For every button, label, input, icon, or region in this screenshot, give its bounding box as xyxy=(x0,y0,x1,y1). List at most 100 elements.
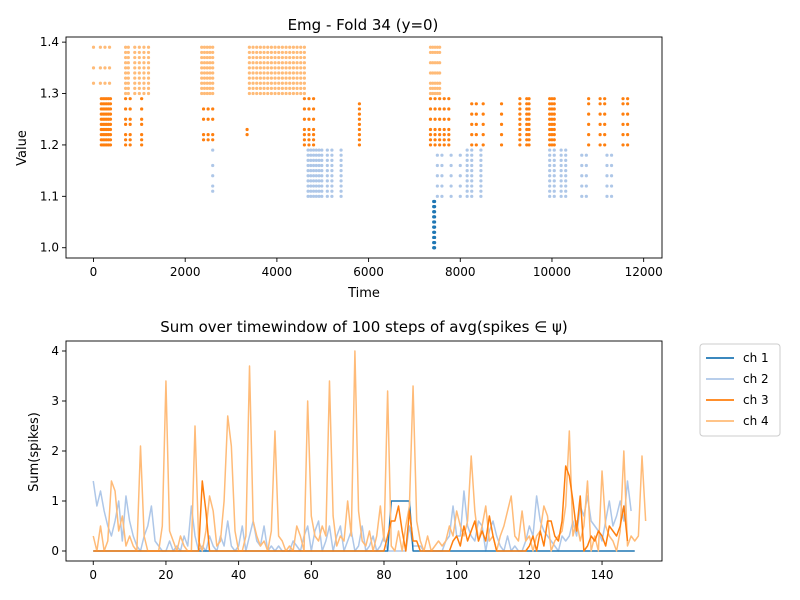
scatter-point-s4-132 xyxy=(251,92,254,95)
scatter-point-s3-208 xyxy=(527,102,530,105)
scatter-point-s2-181 xyxy=(564,164,567,167)
scatter-point-s4-65 xyxy=(147,77,150,80)
scatter-point-s4-214 xyxy=(281,82,284,85)
scatter-point-s2-135 xyxy=(479,195,482,198)
scatter-point-s3-240 xyxy=(587,143,590,146)
scatter-point-s3-131 xyxy=(429,97,432,100)
scatter-point-s4-275 xyxy=(303,77,306,80)
scatter-point-s2-81 xyxy=(330,164,333,167)
scatter-point-s4-76 xyxy=(200,71,203,74)
scatter-point-s4-25 xyxy=(127,77,130,80)
scatter-point-s4-172 xyxy=(266,92,269,95)
scatter-point-s2-201 xyxy=(610,184,613,187)
scatter-point-s2-148 xyxy=(548,179,551,182)
scatter-point-s2-164 xyxy=(553,148,556,151)
scatter-point-s2-71 xyxy=(326,164,329,167)
scatter-point-s4-311 xyxy=(438,87,441,90)
scatter-point-s4-155 xyxy=(259,77,262,80)
scatter-point-s1-24 xyxy=(433,226,436,229)
scatter-point-s1-26 xyxy=(433,215,436,218)
scatter-point-s4-189 xyxy=(270,56,273,59)
scatter-point-s4-17 xyxy=(124,66,127,69)
scatter-point-s4-168 xyxy=(262,61,265,64)
scatter-point-s2-176 xyxy=(564,190,567,193)
scatter-point-s4-67 xyxy=(147,66,150,69)
scatter-point-s4-260 xyxy=(295,51,298,54)
scatter-point-s3-246 xyxy=(599,143,602,146)
scatter-point-s4-175 xyxy=(266,77,269,80)
scatter-point-s4-233 xyxy=(288,87,291,90)
scatter-point-s3-182 xyxy=(518,133,521,136)
scatter-point-s4-39 xyxy=(133,56,136,59)
scatter-point-s2-168 xyxy=(560,179,563,182)
scatter-point-s2-191 xyxy=(585,184,588,187)
line-y-tick-label: 2 xyxy=(51,444,59,458)
scatter-point-s4-97 xyxy=(206,66,209,69)
scatter-point-s4-7 xyxy=(103,66,106,69)
scatter-point-s4-259 xyxy=(295,56,298,59)
scatter-y-tick-label: 1.0 xyxy=(40,241,59,255)
scatter-point-s4-280 xyxy=(303,51,306,54)
scatter-point-s3-110 xyxy=(312,138,315,141)
scatter-point-s2-91 xyxy=(339,164,342,167)
scatter-point-s3-101 xyxy=(303,97,306,100)
scatter-point-s3-173 xyxy=(482,112,485,115)
scatter-point-s3-66 xyxy=(124,97,127,100)
scatter-point-s2-131 xyxy=(470,164,473,167)
scatter-point-s4-316 xyxy=(438,46,441,49)
scatter-point-s3-200 xyxy=(527,143,530,146)
scatter-point-s2-37 xyxy=(315,184,318,187)
scatter-point-s4-94 xyxy=(206,82,209,85)
scatter-point-s3-60 xyxy=(124,143,127,146)
scatter-point-s3-69 xyxy=(129,133,132,136)
scatter-point-s4-252 xyxy=(295,92,298,95)
scatter-point-s2-77 xyxy=(330,184,333,187)
scatter-point-s3-119 xyxy=(358,128,361,131)
scatter-point-s2-22 xyxy=(309,159,312,162)
scatter-point-s2-19 xyxy=(309,174,312,177)
scatter-point-s2-140 xyxy=(479,169,482,172)
scatter-point-s4-276 xyxy=(303,71,306,74)
scatter-point-s4-58 xyxy=(142,61,145,64)
scatter-point-s4-153 xyxy=(259,87,262,90)
scatter-point-s3-262 xyxy=(621,102,624,105)
scatter-point-s3-65 xyxy=(124,107,127,110)
scatter-point-s4-312 xyxy=(438,82,441,85)
scatter-point-s4-240 xyxy=(288,51,291,54)
scatter-point-s2-120 xyxy=(466,169,469,172)
scatter-point-s4-241 xyxy=(288,46,291,49)
scatter-point-s2-171 xyxy=(560,164,563,167)
legend-label-4: ch 4 xyxy=(743,414,769,428)
scatter-point-s4-211 xyxy=(277,46,280,49)
scatter-point-s4-249 xyxy=(292,56,295,59)
scatter-point-s2-137 xyxy=(479,184,482,187)
scatter-point-s2-103 xyxy=(440,164,443,167)
scatter-point-s4-256 xyxy=(295,71,298,74)
scatter-point-s4-227 xyxy=(284,66,287,69)
scatter-point-s3-88 xyxy=(207,107,210,110)
scatter-point-s4-136 xyxy=(251,71,254,74)
scatter-point-s3-64 xyxy=(124,118,127,121)
scatter-point-s4-4 xyxy=(99,66,102,69)
scatter-point-s3-54 xyxy=(109,123,112,126)
scatter-point-s4-54 xyxy=(142,82,145,85)
scatter-point-s4-91 xyxy=(203,46,206,49)
scatter-point-s4-84 xyxy=(203,82,206,85)
scatter-point-s4-31 xyxy=(127,46,130,49)
scatter-point-s3-251 xyxy=(599,97,602,100)
scatter-point-s2-61 xyxy=(320,164,323,167)
scatter-point-s3-233 xyxy=(553,128,556,131)
scatter-point-s4-217 xyxy=(281,66,284,69)
scatter-point-s2-68 xyxy=(326,179,329,182)
scatter-point-s4-246 xyxy=(292,71,295,74)
scatter-point-s4-235 xyxy=(288,77,291,80)
scatter-point-s2-21 xyxy=(309,164,312,167)
scatter-point-s3-153 xyxy=(447,143,450,146)
scatter-point-s4-11 xyxy=(108,46,111,49)
scatter-point-s2-41 xyxy=(315,164,318,167)
scatter-point-s3-266 xyxy=(626,123,629,126)
scatter-point-s3-127 xyxy=(429,133,432,136)
scatter-point-s2-43 xyxy=(315,154,318,157)
scatter-point-s3-113 xyxy=(312,118,315,121)
scatter-point-s3-249 xyxy=(599,112,602,115)
